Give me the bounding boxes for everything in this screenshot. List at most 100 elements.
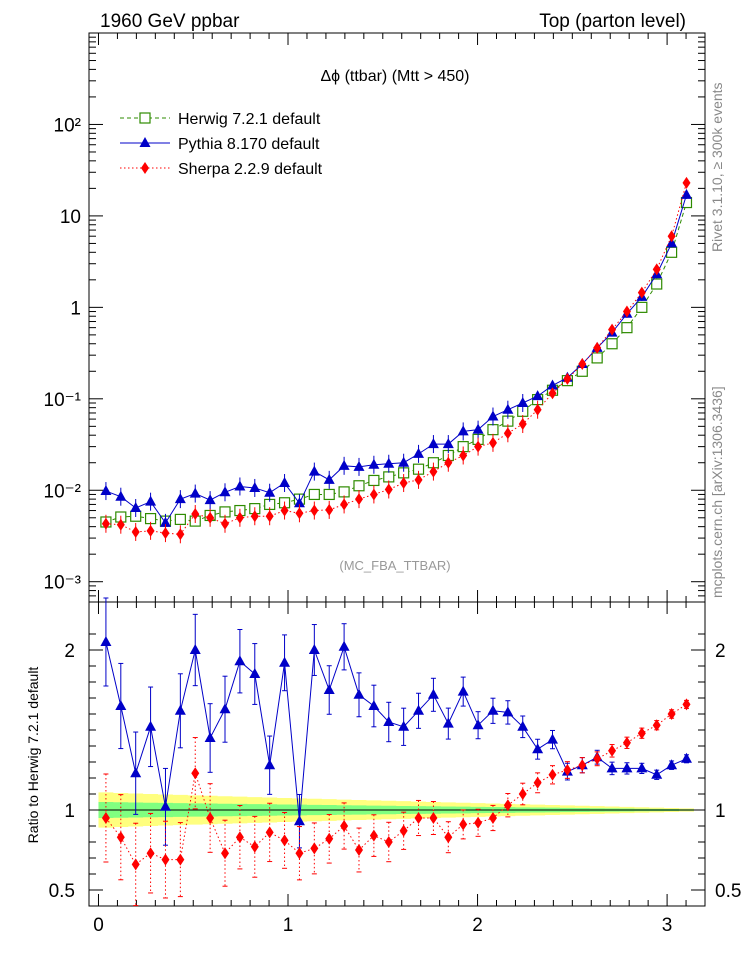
data-point — [502, 403, 514, 414]
data-point — [265, 510, 274, 523]
data-point — [652, 263, 661, 276]
ratio-point — [474, 816, 483, 829]
data-point — [414, 473, 423, 486]
main-ticks: 10⁻³ 10⁻² 10⁻¹ 1 10 10² — [44, 33, 705, 614]
ratio-point — [161, 853, 170, 866]
data-point — [116, 518, 125, 531]
data-point — [517, 396, 529, 407]
series-line-2 — [105, 182, 687, 535]
ratio-point — [606, 762, 618, 773]
data-point — [578, 358, 587, 371]
data-point — [145, 495, 157, 506]
data-point — [503, 427, 512, 440]
data-point — [667, 230, 676, 243]
ratio-point — [353, 688, 365, 699]
data-point — [204, 494, 216, 505]
ratio-point — [563, 764, 572, 776]
x-tick-label: 1 — [283, 915, 294, 936]
watermark: (MC_FBA_TTBAR) — [339, 558, 450, 573]
y-tick-label: 10² — [54, 115, 81, 136]
ratio-ticks: 0.5 0.5 1 1 2 2 — [49, 633, 741, 906]
ratio-bands — [89, 792, 705, 828]
data-point — [176, 528, 185, 541]
ratio-point — [548, 768, 557, 781]
data-point — [518, 418, 527, 431]
ratio-point — [325, 832, 334, 845]
y-tick-label: 10⁻³ — [44, 573, 82, 594]
ratio-y-tick-label: 2 — [64, 641, 75, 662]
ratio-point — [532, 743, 544, 754]
ratio-point — [459, 818, 468, 831]
data-point — [340, 498, 349, 511]
data-point — [666, 246, 678, 258]
ratio-point — [219, 703, 231, 714]
ratio-point — [651, 768, 663, 779]
ratio-point — [622, 736, 631, 749]
data-point — [487, 424, 499, 436]
data-point — [234, 480, 246, 491]
data-point — [295, 507, 304, 520]
data-point — [280, 504, 289, 517]
ratio-point — [369, 829, 378, 842]
data-point — [608, 323, 617, 336]
data-point — [444, 456, 453, 469]
data-point — [637, 286, 646, 299]
ratio-point — [250, 840, 259, 853]
data-point — [472, 423, 484, 434]
main-panel: 10⁻³ 10⁻² 10⁻¹ 1 10 10² Δϕ (ttbar) (Mtt > 450… — [44, 32, 706, 614]
data-point — [159, 516, 171, 527]
ratio-point — [578, 759, 587, 772]
ratio-point — [146, 847, 155, 860]
data-point — [383, 457, 395, 468]
data-point — [680, 188, 692, 199]
series-line-0 — [105, 202, 687, 523]
data-point — [146, 524, 155, 537]
data-point — [636, 301, 648, 313]
ratio-point — [517, 720, 529, 731]
ratio-point — [621, 762, 633, 773]
data-point — [593, 341, 602, 354]
ratio-point — [414, 812, 423, 824]
ratio-point — [116, 831, 125, 844]
data-point — [308, 465, 320, 476]
data-point — [548, 387, 557, 400]
ratio-point — [249, 668, 261, 678]
data-point — [101, 517, 110, 530]
ratio-point — [176, 853, 185, 866]
side-label-rivet: Rivet 3.1.10, ≥ 300k events — [709, 82, 725, 252]
ratio-y-tick-label: 0.5 — [49, 881, 75, 902]
ratio-point — [101, 812, 110, 824]
ratio-point — [442, 717, 454, 728]
ratio-point — [637, 727, 646, 740]
data-point — [325, 503, 334, 516]
x-tick-label: 0 — [93, 915, 104, 936]
data-point — [100, 485, 112, 496]
ratio-point — [682, 698, 691, 711]
ratio-point — [340, 820, 349, 832]
ratio-point — [115, 700, 127, 710]
ratio-point — [191, 767, 200, 780]
ratio-point — [533, 776, 542, 789]
x-tick-label: 3 — [662, 915, 673, 936]
data-point — [533, 403, 542, 416]
ratio-y-tick-label-right: 0.5 — [715, 881, 741, 902]
ratio-point — [518, 788, 527, 800]
legend-label: Sherpa 2.2.9 default — [178, 161, 323, 178]
data-point — [413, 447, 425, 458]
data-point — [323, 488, 335, 501]
data-point — [221, 517, 230, 530]
ratio-point — [487, 704, 499, 715]
ratio-point — [398, 720, 410, 731]
data-point — [621, 322, 633, 334]
ratio-point — [130, 767, 142, 778]
data-point — [487, 410, 499, 421]
x-tick-labels: 0 1 2 3 — [93, 915, 672, 936]
ratio-point — [234, 655, 246, 666]
ratio-point — [264, 759, 276, 770]
data-point — [264, 486, 276, 497]
data-point — [459, 449, 468, 462]
side-label-mcplots: mcplots.cern.ch [arXiv:1306.3436] — [709, 386, 725, 598]
data-point — [429, 465, 438, 478]
legend: Herwig 7.2.1 default Pythia 8.170 default… — [120, 111, 323, 178]
legend-marker — [141, 162, 149, 174]
